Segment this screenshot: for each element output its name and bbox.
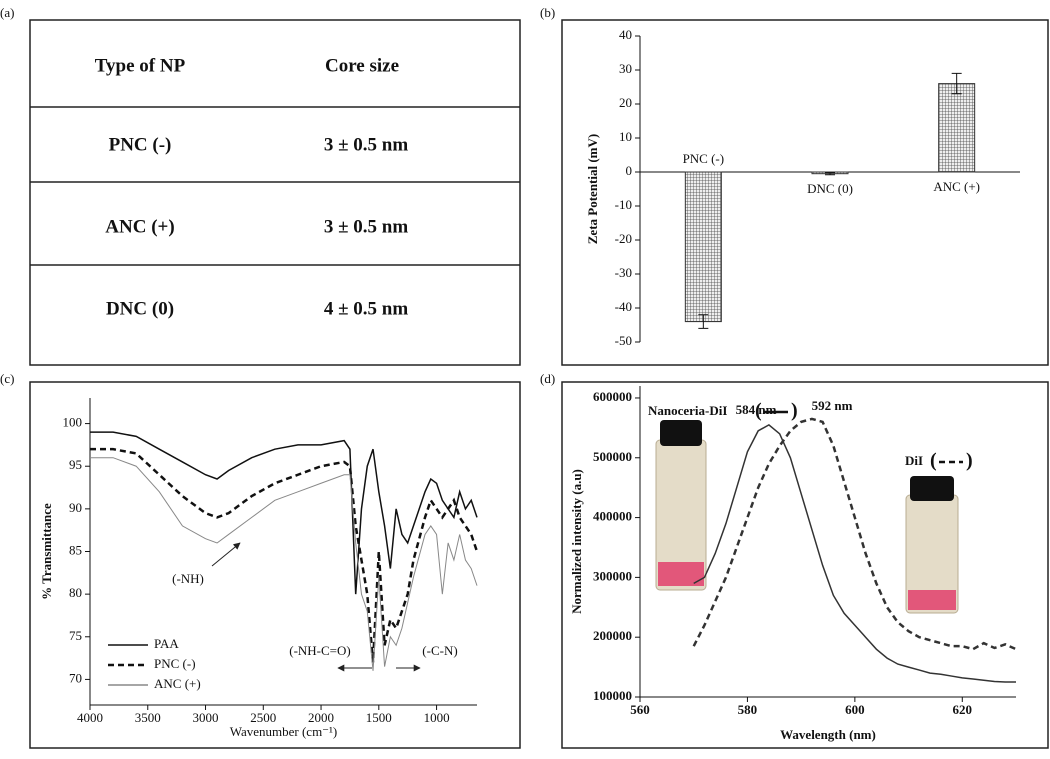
category-label: DNC (0)	[807, 181, 853, 196]
y-tick-label: 10	[619, 129, 632, 144]
y-tick-label: -30	[615, 265, 632, 280]
y-tick-label: 100000	[593, 688, 632, 703]
y-tick-label: 600000	[593, 389, 632, 404]
y-tick-label: -50	[615, 333, 632, 348]
legend-paren: (	[930, 450, 937, 472]
y-tick-label: -10	[615, 197, 632, 212]
x-tick-label: 580	[738, 702, 758, 717]
series-line	[90, 447, 479, 663]
y-tick-label: 70	[69, 670, 82, 685]
y-axis-label: % Transmittance	[39, 503, 54, 600]
vial-liquid	[908, 590, 956, 610]
x-tick-label: 1000	[424, 710, 450, 725]
legend-paren: )	[966, 450, 973, 472]
y-tick-label: 80	[69, 585, 82, 600]
panel-d-frame	[561, 381, 1049, 749]
category-label: ANC (+)	[933, 179, 980, 194]
panel-a-frame	[29, 19, 521, 366]
x-tick-label: 560	[630, 702, 650, 717]
table-cell: 3 ± 0.5 nm	[324, 134, 408, 155]
y-tick-label: 20	[619, 95, 632, 110]
legend-paren: (	[755, 400, 762, 422]
legend-label: ANC (+)	[154, 676, 201, 691]
annotation: (-NH-C=O)	[289, 643, 350, 658]
y-tick-label: 0	[626, 163, 633, 178]
annotation: 592 nm	[812, 398, 853, 413]
annotation-arrow	[211, 542, 241, 567]
x-axis-label: Wavelength (nm)	[780, 727, 876, 742]
x-axis-label: Wavenumber (cm⁻¹)	[230, 724, 338, 739]
table-cell: PNC (-)	[109, 134, 172, 155]
bar	[938, 83, 976, 173]
table-header: Type of NP	[95, 55, 186, 76]
vial-liquid	[658, 562, 704, 586]
y-tick-label: -20	[615, 231, 632, 246]
table-header: Core size	[325, 55, 399, 76]
vial	[905, 476, 959, 614]
x-tick-label: 3500	[135, 710, 161, 725]
table-cell: 4 ± 0.5 nm	[324, 298, 408, 319]
table-cell: 3 ± 0.5 nm	[324, 216, 408, 237]
y-tick-label: 30	[619, 61, 632, 76]
x-tick-label: 2000	[308, 710, 334, 725]
panel-label: (d)	[540, 371, 555, 386]
y-tick-label: 200000	[593, 628, 632, 643]
series-line	[90, 457, 478, 671]
error-bar	[698, 314, 709, 329]
legend-label: Nanoceria-DiI	[648, 403, 727, 418]
y-axis-label: Normalized intensity (a.u)	[569, 469, 584, 614]
table-cell: ANC (+)	[105, 216, 174, 237]
y-tick-label: 95	[69, 457, 82, 472]
vial-cap	[660, 420, 702, 446]
bar	[684, 171, 722, 323]
table: Type of NP Core size PNC (-) 3 ± 0.5 nm …	[30, 55, 520, 319]
series-line	[692, 417, 1017, 651]
y-tick-label: 40	[619, 27, 632, 42]
y-tick-label: 100	[63, 415, 83, 430]
x-tick-label: 620	[953, 702, 973, 717]
y-tick-label: 500000	[593, 449, 632, 464]
panel-label: (a)	[0, 5, 14, 20]
x-tick-label: 2500	[250, 710, 276, 725]
panel-label: (b)	[540, 5, 555, 20]
x-tick-label: 4000	[77, 710, 103, 725]
vial-cap	[910, 476, 954, 501]
annotation: 584 nm	[736, 402, 777, 417]
error-bar	[951, 72, 962, 95]
error-bar	[825, 172, 835, 176]
series-line	[693, 423, 1016, 683]
legend-label: PNC (-)	[154, 656, 196, 671]
x-tick-label: 600	[845, 702, 865, 717]
category-label: PNC (-)	[683, 151, 725, 166]
panel-label: (c)	[0, 371, 14, 386]
annotation: (-C-N)	[422, 643, 457, 658]
y-tick-label: 400000	[593, 509, 632, 524]
panel-b-frame	[561, 19, 1049, 366]
y-tick-label: 85	[69, 542, 82, 557]
panel-c-frame	[29, 381, 521, 749]
x-tick-label: 1500	[366, 710, 392, 725]
y-tick-label: 300000	[593, 568, 632, 583]
legend-label: DiI	[905, 453, 923, 468]
vial	[655, 420, 707, 591]
series-line	[90, 431, 478, 595]
table-cell: DNC (0)	[106, 298, 174, 319]
legend-label: PAA	[154, 636, 179, 651]
legend-paren: )	[791, 400, 798, 422]
y-tick-label: 90	[69, 500, 82, 515]
annotation: (-NH)	[172, 571, 204, 586]
y-axis-label: Zeta Potential (mV)	[585, 134, 600, 244]
y-tick-label: 75	[69, 628, 82, 643]
y-tick-label: -40	[615, 299, 632, 314]
x-tick-label: 3000	[193, 710, 219, 725]
